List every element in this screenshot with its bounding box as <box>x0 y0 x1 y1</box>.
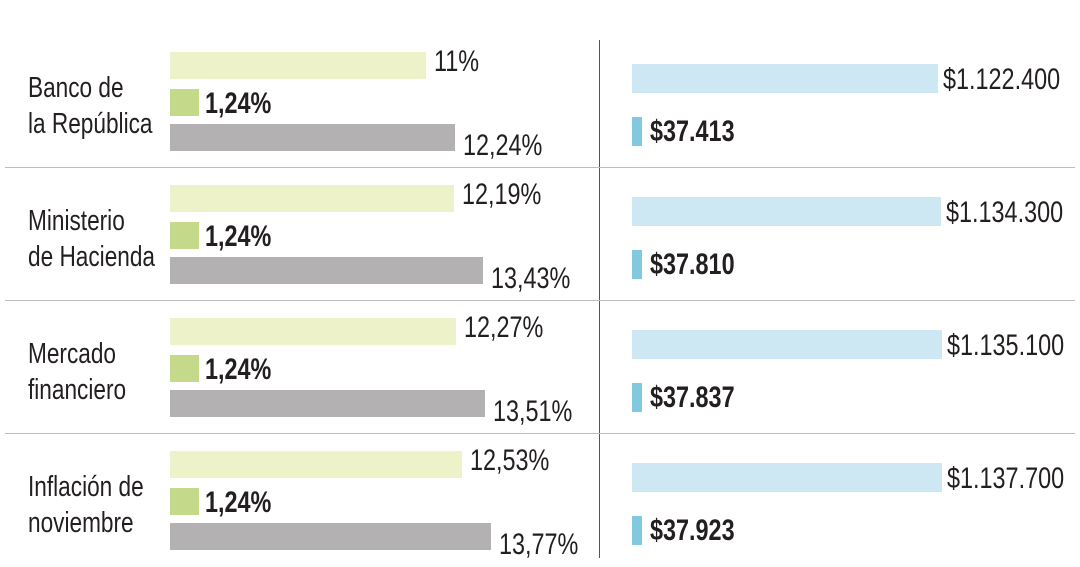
left-bar-1 <box>170 318 456 345</box>
left-bar-3 <box>170 523 491 550</box>
right-bar-increase <box>632 516 643 545</box>
left-value-label-2: 1,24% <box>204 87 272 120</box>
right-value-increase: $37.837 <box>650 381 735 414</box>
left-bar-3 <box>170 390 485 417</box>
row-label-line1: Banco de <box>28 72 124 104</box>
left-value-label-2: 1,24% <box>204 353 272 386</box>
right-bar-salary <box>632 463 943 492</box>
right-value-increase: $37.810 <box>650 248 735 281</box>
left-value-label-3: 13,43% <box>490 262 571 295</box>
left-value-label-3: 12,24% <box>463 129 543 162</box>
left-value-label-1: 12,53% <box>469 444 550 477</box>
right-value-increase: $37.923 <box>650 514 735 547</box>
right-bar-salary <box>632 197 942 226</box>
column-divider <box>599 40 600 558</box>
left-bar-3 <box>170 124 456 151</box>
left-bar-1 <box>170 52 427 79</box>
left-bar-2 <box>170 89 199 116</box>
row-label-line2: la República <box>28 108 153 140</box>
right-bar-increase <box>632 117 643 146</box>
right-bar-salary <box>632 330 942 359</box>
right-bar-increase <box>632 250 643 279</box>
left-value-label-3: 13,77% <box>498 528 579 561</box>
row-label-line2: de Hacienda <box>28 241 156 273</box>
left-value-label-2: 1,24% <box>204 220 272 253</box>
right-value-salary: $1.137.700 <box>947 462 1065 495</box>
left-value-label-1: 12,27% <box>463 311 544 344</box>
row-separator <box>5 433 1075 434</box>
row-separator <box>5 300 1075 301</box>
left-bar-1 <box>170 451 462 478</box>
right-value-salary: $1.134.300 <box>946 196 1064 229</box>
row-label-line1: Mercado <box>28 338 117 370</box>
right-value-salary: $1.122.400 <box>943 63 1061 96</box>
left-bar-1 <box>170 185 455 212</box>
left-value-label-1: 11% <box>434 45 480 78</box>
row-label-line2: noviembre <box>28 507 134 539</box>
left-bar-2 <box>170 355 199 382</box>
left-bar-3 <box>170 257 483 284</box>
row-label-line1: Inflación de <box>28 471 144 503</box>
right-value-salary: $1.135.100 <box>946 329 1064 362</box>
left-bar-2 <box>170 488 199 515</box>
row-separator <box>5 167 1075 168</box>
left-bar-2 <box>170 222 199 249</box>
row-label-line1: Ministerio <box>28 205 125 237</box>
left-value-label-2: 1,24% <box>204 486 272 519</box>
row-label-line2: financiero <box>28 374 127 406</box>
right-bar-salary <box>632 64 939 93</box>
left-value-label-1: 12,19% <box>462 178 542 211</box>
left-value-label-3: 13,51% <box>492 395 573 428</box>
right-bar-increase <box>632 383 643 412</box>
right-value-increase: $37.413 <box>650 115 735 148</box>
